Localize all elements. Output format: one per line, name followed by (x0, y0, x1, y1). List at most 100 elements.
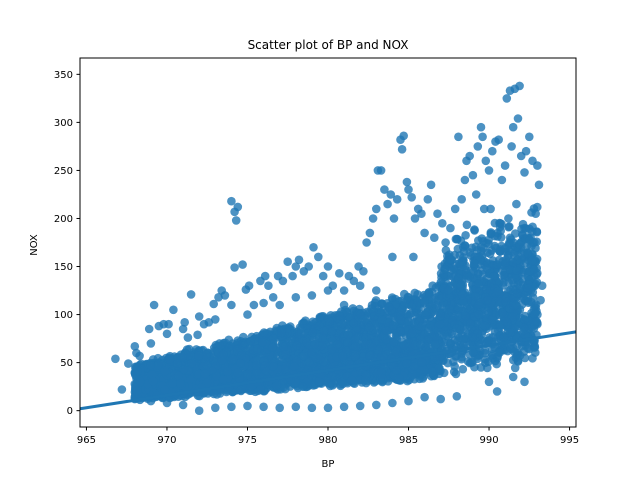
y-axis: 0 50 100 150 200 250 300 350 (54, 70, 80, 417)
scatter-point (149, 300, 159, 310)
scatter-point (327, 327, 337, 337)
scatter-point (209, 299, 218, 309)
scatter-point (204, 318, 214, 327)
scatter-point (499, 333, 509, 342)
scatter-point (436, 394, 446, 404)
scatter-point (502, 317, 511, 327)
x-axis-label: BP (322, 459, 335, 470)
scatter-point (404, 317, 413, 326)
scatter-point (445, 338, 455, 348)
scatter-point (268, 293, 278, 302)
scatter-point (350, 352, 360, 361)
scatter-point (318, 271, 328, 281)
scatter-point (404, 185, 413, 194)
scatter-point (294, 255, 304, 265)
scatter-point (520, 168, 529, 177)
regression-group (79, 330, 577, 411)
scatter-point (470, 226, 479, 235)
scatter-point (404, 396, 413, 406)
scatter-point (179, 365, 188, 374)
scatter-point (423, 195, 433, 204)
scatter-point (380, 185, 389, 194)
scatter-point (529, 265, 539, 274)
scatter-point (482, 264, 492, 273)
scatter-point (361, 375, 370, 385)
scatter-point (356, 310, 366, 319)
scatter-point (496, 233, 506, 242)
scatter-point (486, 204, 495, 214)
scatter-point (504, 278, 513, 288)
scatter-point (479, 204, 489, 214)
scatter-point (124, 359, 133, 368)
scatter-point (465, 248, 475, 257)
scatter-point (209, 389, 219, 399)
scatter-point (434, 363, 444, 373)
scatter-point (309, 243, 318, 252)
scatter-point (527, 256, 537, 266)
y-tick-label: 100 (54, 310, 73, 321)
scatter-point (443, 285, 453, 295)
scatter-point (211, 403, 220, 413)
scatter-point (496, 245, 505, 254)
scatter-point (162, 329, 172, 339)
scatter-point (251, 361, 261, 370)
scatter-point (484, 336, 494, 345)
scatter-point (389, 337, 399, 347)
scatter-point (367, 342, 377, 351)
scatter-point (470, 362, 479, 372)
scatter-point (369, 306, 378, 316)
scatter-point (480, 346, 490, 355)
scatter-point (278, 321, 287, 330)
scatter-point (147, 370, 157, 379)
scatter-point (449, 264, 459, 274)
scatter-point (419, 365, 429, 375)
scatter-point (298, 382, 308, 392)
scatter-point (292, 341, 302, 351)
scatter-point (476, 122, 486, 132)
scatter-point (368, 214, 378, 223)
scatter-point (275, 403, 285, 413)
scatter-point (430, 233, 439, 242)
scatter-point (506, 328, 515, 338)
scatter-point (501, 258, 510, 267)
scatter-point (359, 267, 368, 276)
scatter-point (497, 175, 507, 185)
scatter-point (399, 341, 409, 350)
scatter-point (483, 306, 493, 316)
scatter-point (504, 214, 513, 223)
scatter-point (484, 239, 493, 249)
scatter-point (333, 340, 342, 349)
scatter-point (520, 377, 529, 387)
scatter-point (388, 252, 397, 262)
scatter-point (417, 358, 426, 367)
scatter-point (227, 300, 236, 310)
scatter-point (386, 190, 396, 199)
scatter-point (316, 352, 326, 362)
scatter-point (349, 276, 359, 286)
scatter-point (445, 254, 455, 264)
scatter-point (275, 300, 285, 310)
scatter-point (533, 161, 542, 170)
scatter-point (483, 296, 492, 305)
scatter-point (417, 322, 426, 331)
scatter-point (388, 398, 397, 408)
scatter-point (264, 281, 273, 291)
scatter-point (457, 290, 467, 300)
scatter-point (384, 303, 394, 312)
scatter-point (372, 400, 381, 410)
scatter-point (365, 228, 375, 238)
scatter-point (176, 378, 185, 388)
scatter-point (239, 332, 248, 342)
y-axis-label: NOX (29, 234, 40, 256)
scatter-point (268, 343, 278, 352)
scatter-point (160, 385, 170, 395)
x-tick-label: 985 (399, 435, 418, 446)
scatter-point (202, 361, 212, 370)
scatter-point (521, 224, 531, 233)
scatter-point (484, 166, 494, 175)
scatter-point (243, 310, 252, 319)
y-tick-label: 0 (67, 406, 73, 417)
scatter-point (492, 387, 502, 396)
scatter-point (495, 320, 505, 330)
scatter-point (193, 330, 202, 340)
